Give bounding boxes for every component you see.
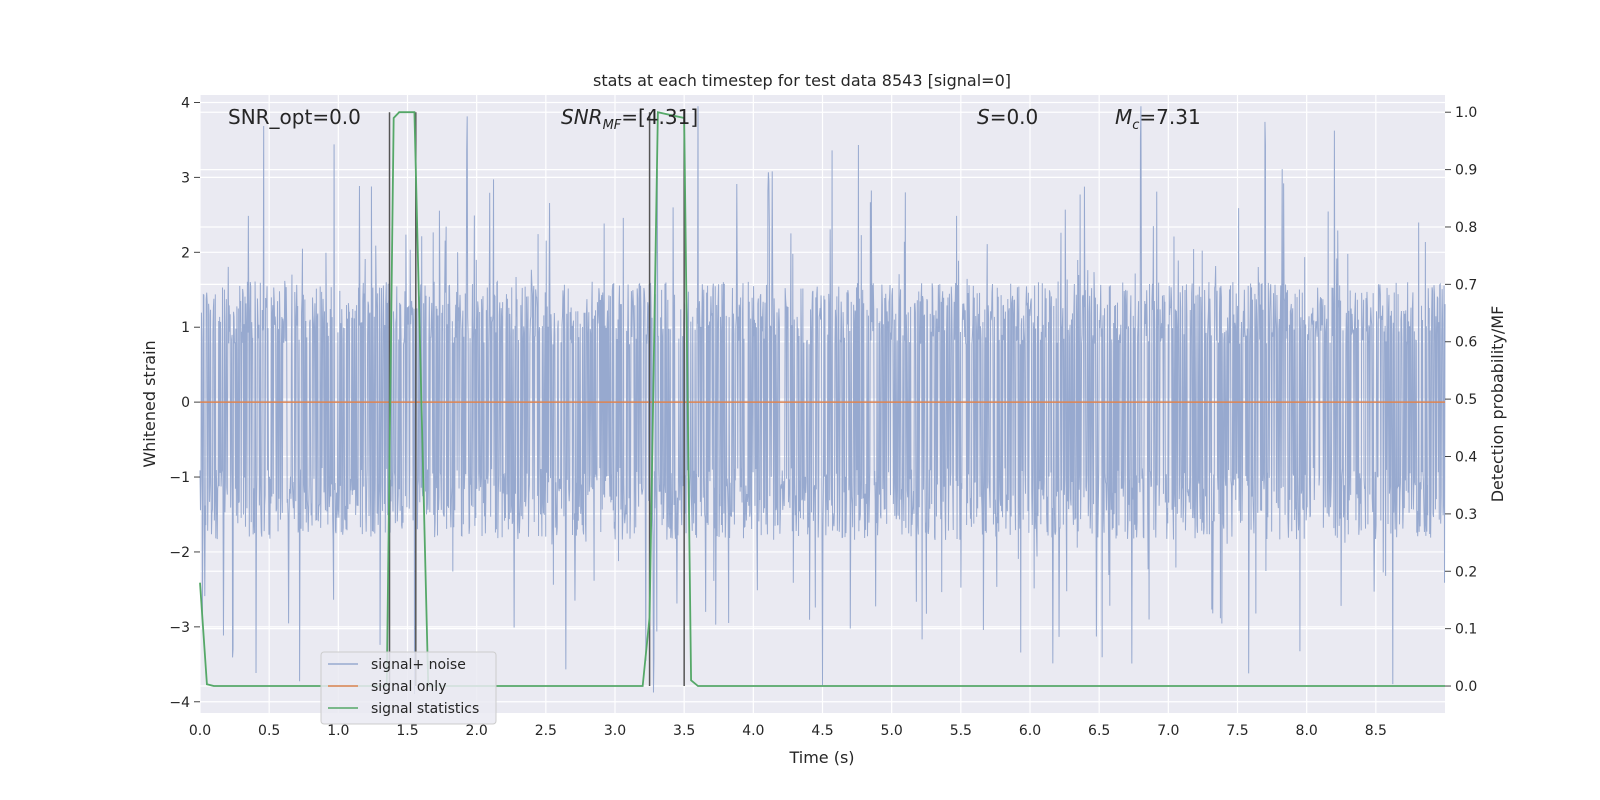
right-y-tick-labels: 0.0 0.1 0.2 0.3 0.4 0.5 0.6 0.7 0.8 0.9 1.0 bbox=[1445, 105, 1477, 695]
x-tick-label: 3.0 bbox=[604, 723, 626, 739]
mc-subscript: c bbox=[1132, 118, 1139, 133]
legend-label-signal-statistics: signal statistics bbox=[371, 701, 479, 717]
x-tick-labels: 0.0 0.5 1.0 1.5 2.0 2.5 3.0 3.5 4.0 4.5 5.0 5.5 6.0 6… bbox=[189, 723, 1387, 739]
legend: signal+ noise signal only signal statist… bbox=[320, 651, 497, 725]
right-y-tick-label: 0.5 bbox=[1455, 392, 1477, 408]
x-tick-label: 5.5 bbox=[950, 723, 972, 739]
snr-mf-annotation: SNRMF=[4.31] bbox=[561, 105, 698, 133]
x-tick-label: 2.5 bbox=[535, 723, 557, 739]
left-y-tick-label: −4 bbox=[169, 695, 190, 711]
x-axis-label: Time (s) bbox=[788, 748, 854, 767]
right-y-axis-label: Detection probability/MF bbox=[1488, 306, 1507, 503]
right-y-tick-label: 0.9 bbox=[1455, 163, 1477, 179]
x-tick-label: 4.0 bbox=[742, 723, 764, 739]
legend-box bbox=[320, 651, 497, 725]
x-tick-label: 0.5 bbox=[258, 723, 280, 739]
x-tick-label: 6.5 bbox=[1088, 723, 1110, 739]
left-y-tick-label: 4 bbox=[181, 95, 190, 111]
left-y-tick-label: −1 bbox=[169, 470, 190, 486]
left-y-tick-label: 2 bbox=[181, 245, 190, 261]
s-value: =0.0 bbox=[990, 105, 1039, 129]
right-y-tick-label: 0.8 bbox=[1455, 220, 1477, 236]
chart-title: stats at each timestep for test data 854… bbox=[593, 71, 1011, 90]
right-y-tick-label: 0.2 bbox=[1455, 564, 1477, 580]
x-tick-label: 4.5 bbox=[811, 723, 833, 739]
s-annotation: S=0.0 bbox=[977, 105, 1038, 129]
right-y-tick-label: 0.1 bbox=[1455, 622, 1477, 638]
snr-mf-symbol: SNR bbox=[561, 105, 603, 129]
mc-value: =7.31 bbox=[1139, 105, 1200, 129]
x-tick-label: 7.5 bbox=[1226, 723, 1248, 739]
x-tick-label: 1.5 bbox=[396, 723, 418, 739]
mc-symbol: M bbox=[1115, 105, 1132, 129]
x-tick-label: 7.0 bbox=[1157, 723, 1179, 739]
right-y-tick-label: 0.7 bbox=[1455, 277, 1477, 293]
left-y-tick-label: −3 bbox=[169, 620, 190, 636]
left-y-tick-labels: −4 −3 −2 −1 0 1 2 3 4 bbox=[169, 95, 200, 711]
left-y-axis-label: Whitened strain bbox=[140, 340, 159, 467]
right-y-tick-label: 0.3 bbox=[1455, 507, 1477, 523]
right-y-tick-label: 0.0 bbox=[1455, 679, 1477, 695]
x-tick-label: 5.0 bbox=[881, 723, 903, 739]
x-tick-label: 3.5 bbox=[673, 723, 695, 739]
legend-label-signal-only: signal only bbox=[371, 679, 446, 695]
x-tick-label: 2.0 bbox=[466, 723, 488, 739]
mc-annotation: Mc=7.31 bbox=[1115, 105, 1201, 133]
snr-mf-subscript: MF bbox=[603, 118, 622, 133]
s-symbol: S bbox=[977, 105, 990, 129]
left-y-tick-label: 0 bbox=[181, 395, 190, 411]
right-y-tick-label: 0.4 bbox=[1455, 450, 1477, 466]
x-tick-label: 6.0 bbox=[1019, 723, 1041, 739]
x-tick-label: 0.0 bbox=[189, 723, 211, 739]
x-tick-label: 8.5 bbox=[1365, 723, 1387, 739]
legend-label-signal-plus-noise: signal+ noise bbox=[371, 657, 466, 673]
right-y-tick-label: 1.0 bbox=[1455, 105, 1477, 121]
left-y-tick-label: −2 bbox=[169, 545, 190, 561]
snr-opt-annotation: SNR_opt=0.0 bbox=[228, 105, 361, 129]
x-tick-label: 1.0 bbox=[327, 723, 349, 739]
left-y-tick-label: 1 bbox=[181, 320, 190, 336]
x-tick-label: 8.0 bbox=[1296, 723, 1318, 739]
right-y-tick-label: 0.6 bbox=[1455, 335, 1477, 351]
snr-mf-value: =[4.31] bbox=[621, 105, 698, 129]
left-y-tick-label: 3 bbox=[181, 170, 190, 186]
